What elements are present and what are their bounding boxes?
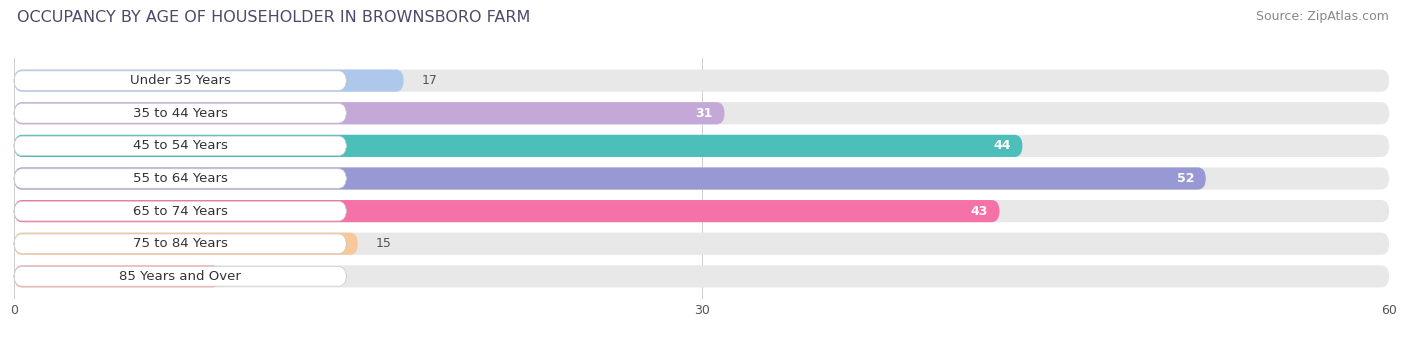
FancyBboxPatch shape [14, 234, 346, 254]
FancyBboxPatch shape [14, 70, 1389, 92]
Text: 9: 9 [239, 270, 246, 283]
FancyBboxPatch shape [14, 135, 1389, 157]
FancyBboxPatch shape [14, 233, 1389, 255]
FancyBboxPatch shape [14, 200, 1389, 222]
Text: 43: 43 [970, 205, 988, 218]
FancyBboxPatch shape [14, 233, 357, 255]
FancyBboxPatch shape [14, 135, 1022, 157]
Text: Source: ZipAtlas.com: Source: ZipAtlas.com [1256, 10, 1389, 23]
FancyBboxPatch shape [14, 265, 1389, 287]
Text: 15: 15 [377, 237, 392, 250]
Text: 45 to 54 Years: 45 to 54 Years [132, 139, 228, 152]
Text: OCCUPANCY BY AGE OF HOUSEHOLDER IN BROWNSBORO FARM: OCCUPANCY BY AGE OF HOUSEHOLDER IN BROWN… [17, 10, 530, 25]
Text: 35 to 44 Years: 35 to 44 Years [132, 107, 228, 120]
Text: 65 to 74 Years: 65 to 74 Years [132, 205, 228, 218]
FancyBboxPatch shape [14, 136, 346, 156]
FancyBboxPatch shape [14, 102, 724, 124]
FancyBboxPatch shape [14, 200, 1000, 222]
FancyBboxPatch shape [14, 201, 346, 221]
Text: 44: 44 [994, 139, 1011, 152]
FancyBboxPatch shape [14, 167, 1206, 190]
FancyBboxPatch shape [14, 169, 346, 188]
FancyBboxPatch shape [14, 267, 346, 286]
Text: 85 Years and Over: 85 Years and Over [120, 270, 242, 283]
Text: Under 35 Years: Under 35 Years [129, 74, 231, 87]
Text: 17: 17 [422, 74, 437, 87]
Text: 55 to 64 Years: 55 to 64 Years [132, 172, 228, 185]
FancyBboxPatch shape [14, 102, 1389, 124]
Text: 52: 52 [1177, 172, 1194, 185]
FancyBboxPatch shape [14, 71, 346, 90]
FancyBboxPatch shape [14, 103, 346, 123]
FancyBboxPatch shape [14, 167, 1389, 190]
FancyBboxPatch shape [14, 70, 404, 92]
FancyBboxPatch shape [14, 265, 221, 287]
Text: 31: 31 [696, 107, 713, 120]
Text: 75 to 84 Years: 75 to 84 Years [132, 237, 228, 250]
